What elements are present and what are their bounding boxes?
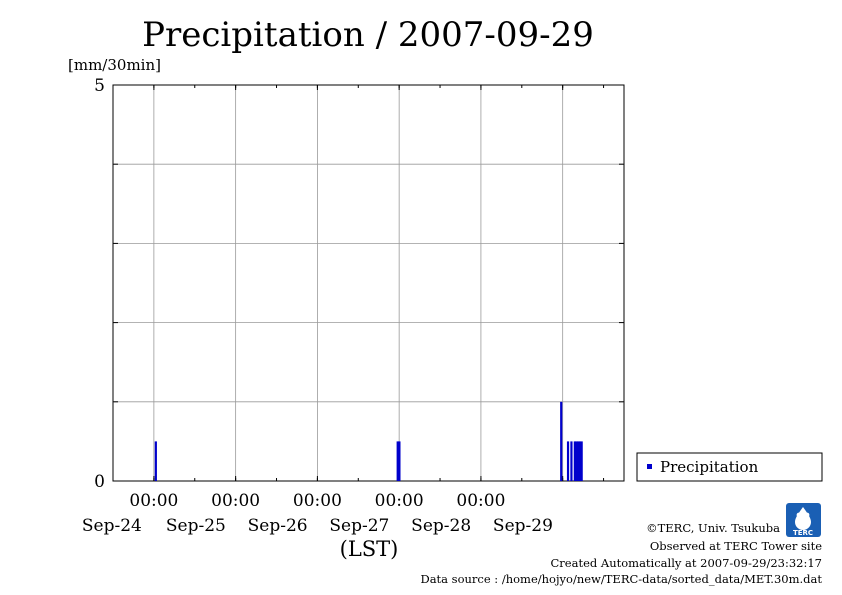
created-text: Created Automatically at 2007-09-29/23:3… bbox=[551, 556, 823, 570]
source-text: Data source : /home/hojyo/new/TERC-data/… bbox=[420, 572, 822, 586]
grid-lines bbox=[113, 85, 624, 481]
legend-swatch bbox=[647, 464, 652, 469]
precipitation-bar bbox=[580, 441, 583, 481]
x-tick-date-label: Sep-29 bbox=[493, 516, 553, 536]
y-tick-labels: 05 bbox=[94, 76, 105, 492]
precipitation-bar bbox=[398, 441, 401, 481]
precipitation-bar bbox=[573, 441, 576, 481]
x-tick-date-label: Sep-27 bbox=[329, 516, 389, 536]
legend-box bbox=[636, 452, 823, 482]
y-tick-label: 0 bbox=[94, 472, 105, 492]
chart-title: Precipitation / 2007-09-29 bbox=[142, 15, 594, 55]
x-tick-labels: 00:00 00:00 00:00 00:00 00:00 Sep-24 Sep-25 Sep… bbox=[82, 491, 553, 536]
x-tick-date-label: Sep-26 bbox=[248, 516, 308, 536]
copyright-text: ©TERC, Univ. Tsukuba bbox=[646, 521, 780, 535]
precipitation-bar bbox=[570, 441, 573, 481]
x-tick-time-label: 00:00 bbox=[456, 491, 505, 511]
precipitation-bar bbox=[578, 441, 582, 481]
x-tick-time-label: 00:00 bbox=[375, 491, 424, 511]
x-tick-date-label: Sep-25 bbox=[166, 516, 226, 536]
logo-lettering: TERC bbox=[793, 529, 813, 537]
axis-ticks bbox=[112, 84, 624, 482]
x-tick-time-label: 00:00 bbox=[129, 491, 178, 511]
x-tick-time-label: 00:00 bbox=[293, 491, 342, 511]
site-text: Observed at TERC Tower site bbox=[650, 539, 822, 553]
plot-frame bbox=[112, 84, 625, 482]
precipitation-bar bbox=[575, 441, 578, 481]
precipitation-bar bbox=[154, 441, 157, 481]
x-axis-label: (LST) bbox=[340, 537, 399, 561]
x-tick-date-label: Sep-24 bbox=[82, 516, 142, 536]
y-tick-label: 5 bbox=[94, 76, 105, 96]
precipitation-bar bbox=[560, 401, 563, 481]
precipitation-bar bbox=[577, 441, 580, 481]
precipitation-bar bbox=[396, 441, 399, 481]
x-tick-time-label: 00:00 bbox=[211, 491, 260, 511]
legend: Precipitation bbox=[636, 452, 823, 482]
terc-logo: TERC bbox=[786, 503, 821, 537]
x-tick-date-label: Sep-28 bbox=[411, 516, 471, 536]
bar-series bbox=[154, 401, 583, 481]
y-axis-unit-label: [mm/30min] bbox=[68, 56, 161, 74]
legend-label: Precipitation bbox=[660, 458, 759, 476]
precipitation-bar bbox=[566, 441, 570, 481]
